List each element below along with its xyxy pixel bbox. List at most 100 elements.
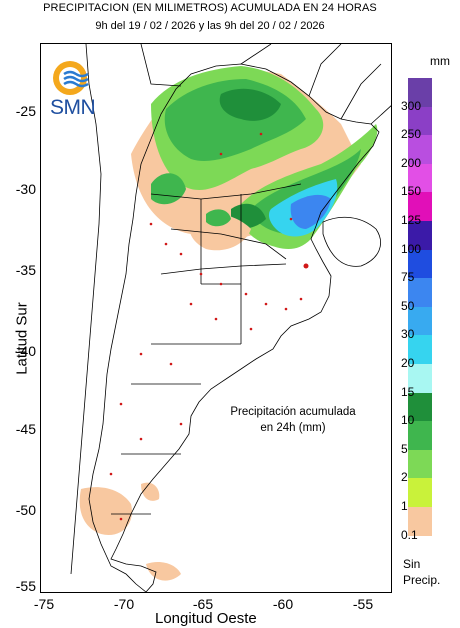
- legend-level-label: 200: [401, 155, 422, 170]
- legend-level-label: 75: [401, 270, 415, 285]
- legend-level-label: 15: [401, 384, 415, 399]
- precipitation-shading: [79, 66, 378, 581]
- x-tick-label: -65: [192, 596, 214, 612]
- legend-level-label: 20: [401, 356, 415, 370]
- legend-swatch: [408, 249, 432, 279]
- station-point: [249, 327, 253, 331]
- map-canvas: [70, 44, 391, 592]
- station-point: [179, 422, 183, 426]
- legend-swatch: [408, 507, 432, 536]
- legend-no-precip-line-1: Sin: [403, 557, 421, 571]
- legend-swatch-none: [408, 535, 432, 550]
- x-tick-label: -70: [113, 596, 135, 612]
- x-tick-label: -75: [33, 596, 55, 612]
- smn-logo-text: SMN: [50, 96, 96, 119]
- chile-outline: [70, 44, 102, 575]
- precip-area-tierra-low: [146, 562, 181, 581]
- province-line-1: [150, 183, 302, 200]
- station-point: [164, 242, 168, 246]
- y-tick-label: -55: [15, 578, 36, 594]
- legend-level-label: 250: [401, 127, 422, 142]
- legend-level-label: 300: [401, 98, 422, 113]
- province-line-2: [170, 228, 287, 260]
- precip-area-north-darkgreen: [219, 88, 281, 121]
- argentina-outline: [88, 63, 380, 592]
- brazil-border: [340, 63, 391, 125]
- x-tick-label: -55: [352, 596, 374, 612]
- station-point: [169, 362, 173, 366]
- station-point: [214, 317, 218, 321]
- legend-swatch: [408, 392, 432, 422]
- legend-swatch: [408, 221, 432, 250]
- legend-swatch: [408, 364, 432, 393]
- uruguay-outline: [322, 216, 381, 267]
- precip-area-santacruz-low: [141, 482, 160, 501]
- smn-sun-waves-icon: [53, 61, 89, 95]
- map-subtitle-period: 9h del 19 / 02 / 2026 y las 9h del 20 / …: [95, 20, 325, 32]
- legend-swatch: [408, 135, 432, 164]
- station-point: [219, 152, 223, 156]
- smn-logo: [50, 58, 110, 128]
- legend-swatch: [408, 478, 432, 507]
- station-point: [303, 263, 309, 269]
- map-title: PRECIPITACION (EN MILIMETROS) ACUMULADA …: [43, 2, 377, 14]
- legend-level-label: 30: [401, 327, 415, 342]
- legend-level-label: 2: [401, 470, 408, 485]
- legend-unit: mm: [430, 54, 450, 68]
- precipitation-map[interactable]: [40, 43, 392, 593]
- annotation-line-2: en 24h (mm): [260, 422, 326, 434]
- station-point: [109, 472, 113, 476]
- legend-level-label: 100: [401, 241, 422, 256]
- station-point: [244, 292, 248, 296]
- y-tick-label: -25: [15, 103, 36, 119]
- station-point: [149, 222, 153, 226]
- legend-swatch: [408, 163, 432, 193]
- station-point: [264, 302, 268, 306]
- bolivia-border: [140, 44, 182, 87]
- y-tick-label: -40: [15, 343, 36, 359]
- map-annotation: Precipitación acumulada en 24h (mm): [226, 404, 360, 436]
- paraguay-border: [240, 44, 342, 97]
- y-tick-label: -45: [15, 421, 36, 437]
- station-point: [219, 282, 223, 286]
- station-point: [189, 302, 193, 306]
- station-point: [119, 402, 123, 406]
- legend-level-label: 125: [401, 213, 422, 227]
- station-point: [299, 297, 303, 301]
- precip-area-east-blue: [290, 194, 331, 229]
- x-tick-label: -60: [272, 596, 294, 612]
- legend-swatch: [408, 335, 432, 364]
- station-markers: [109, 132, 309, 521]
- legend-no-precip-line-2: Precip.: [403, 573, 441, 587]
- station-point: [139, 437, 143, 441]
- station-point: [259, 132, 263, 136]
- legend-swatch: [408, 106, 432, 136]
- station-point: [179, 252, 183, 256]
- legend-swatch: [408, 421, 432, 450]
- x-axis-label: Longitud Oeste: [155, 610, 257, 627]
- station-point: [199, 272, 203, 276]
- legend-level-label: 150: [401, 184, 422, 199]
- legend-swatch: [408, 78, 432, 107]
- legend-level-label: 5: [401, 441, 408, 456]
- legend-level-label: 0.1: [401, 527, 418, 542]
- legend-swatch: [408, 278, 432, 307]
- y-tick-label: -35: [15, 262, 36, 278]
- station-point: [289, 217, 293, 221]
- legend-level-label: 50: [401, 298, 415, 313]
- legend-swatch: [408, 449, 432, 479]
- precip-area-cordoba-green: [206, 209, 231, 227]
- annotation-line-1: Precipitación acumulada: [230, 406, 356, 418]
- province-line-3: [160, 263, 287, 275]
- precip-area-center-low: [189, 213, 251, 251]
- legend-level-label: 1: [401, 499, 408, 513]
- legend-swatch: [408, 306, 432, 336]
- legend-no-precip: Sin Precip.: [403, 556, 440, 588]
- y-tick-label: -30: [15, 181, 36, 197]
- station-point: [119, 517, 123, 521]
- precip-area-patagonia-low: [79, 487, 132, 535]
- map-boundaries: [70, 44, 391, 592]
- station-point: [284, 307, 288, 311]
- y-tick-label: -50: [15, 502, 36, 518]
- y-axis-label: Latitud Sur: [13, 302, 31, 375]
